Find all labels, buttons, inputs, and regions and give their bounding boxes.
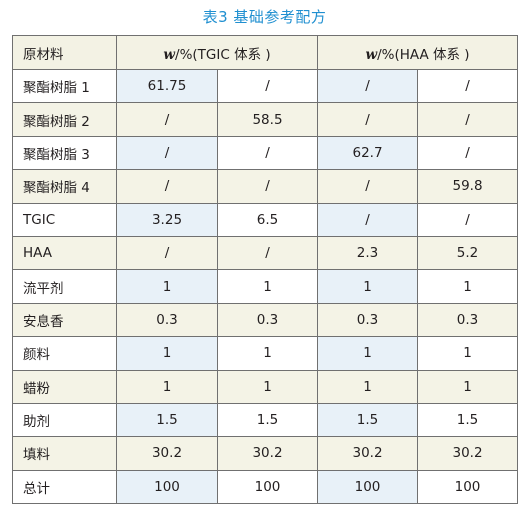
table-row: 流平剂 1 1 1 1 — [12, 269, 519, 304]
cell-tgic-2: / — [216, 169, 319, 204]
table-row: 聚酯树脂 3 / / 62.7 / — [12, 135, 519, 171]
table-row: 总计 100 100 100 100 — [12, 469, 519, 505]
row-material: 助剂 — [12, 402, 117, 438]
row-material: 聚酯树脂 4 — [12, 169, 117, 204]
cell-haa-2: 1 — [417, 336, 519, 371]
cell-haa-2: / — [417, 202, 519, 237]
cell-haa-1: 1 — [317, 269, 419, 304]
cell-haa-2: 1.5 — [417, 402, 519, 438]
row-material: 蜡粉 — [12, 369, 117, 404]
cell-haa-2: 30.2 — [417, 436, 519, 471]
header-tgic-w: w — [163, 46, 176, 63]
cell-haa-1: 1 — [317, 336, 419, 371]
cell-tgic-2: 1 — [216, 336, 319, 371]
cell-haa-1: 62.7 — [317, 135, 419, 171]
row-material: 填料 — [12, 436, 117, 471]
table-row: 填料 30.2 30.2 30.2 30.2 — [12, 436, 519, 471]
cell-haa-2: 0.3 — [417, 302, 519, 338]
cell-haa-1: 1.5 — [317, 402, 419, 438]
cell-haa-1: 30.2 — [317, 436, 419, 471]
cell-tgic-1: 3.25 — [116, 202, 218, 237]
cell-haa-2: 1 — [417, 269, 519, 304]
table-row: TGIC 3.25 6.5 / / — [12, 202, 519, 237]
header-material: 原材料 — [12, 35, 117, 70]
cell-tgic-2: 58.5 — [216, 102, 319, 137]
table-row: 颜料 1 1 1 1 — [12, 336, 519, 371]
cell-haa-1: / — [317, 169, 419, 204]
cell-tgic-2: 6.5 — [216, 202, 319, 237]
cell-tgic-2: / — [216, 68, 319, 104]
table-row: 聚酯树脂 2 / 58.5 / / — [12, 102, 519, 137]
cell-haa-1: / — [317, 68, 419, 104]
cell-tgic-1: / — [116, 135, 218, 171]
table-row: HAA / / 2.3 5.2 — [12, 235, 519, 271]
row-material: HAA — [12, 235, 117, 271]
row-material: 颜料 — [12, 336, 117, 371]
cell-haa-1: 0.3 — [317, 302, 419, 338]
cell-haa-1: 100 — [317, 469, 419, 505]
cell-tgic-2: / — [216, 135, 319, 171]
cell-tgic-1: 100 — [116, 469, 218, 505]
cell-tgic-2: / — [216, 235, 319, 271]
header-haa-label: /%(HAA 体系 ) — [377, 46, 470, 63]
header-tgic-label: /%(TGIC 体系 ) — [175, 46, 271, 63]
cell-haa-1: / — [317, 102, 419, 137]
cell-tgic-1: 61.75 — [116, 68, 218, 104]
cell-haa-1: 1 — [317, 369, 419, 404]
cell-tgic-1: 1.5 — [116, 402, 218, 438]
cell-tgic-2: 100 — [216, 469, 319, 505]
cell-tgic-2: 1 — [216, 269, 319, 304]
cell-tgic-1: 1 — [116, 369, 218, 404]
cell-tgic-2: 30.2 — [216, 436, 319, 471]
cell-haa-2: 59.8 — [417, 169, 519, 204]
header-tgic-system: w/%(TGIC 体系 ) — [115, 35, 319, 70]
table-row: 安息香 0.3 0.3 0.3 0.3 — [12, 302, 519, 338]
table-caption: 表3 基础参考配方 — [202, 8, 327, 26]
cell-tgic-1: / — [116, 102, 218, 137]
table-row: 聚酯树脂 1 61.75 / / / — [12, 68, 519, 104]
row-material: 安息香 — [12, 302, 117, 338]
cell-tgic-1: / — [116, 169, 218, 204]
formula-table: 原材料 w/%(TGIC 体系 ) w/%(HAA 体系 ) 聚酯树脂 1 61… — [12, 35, 519, 505]
cell-tgic-2: 1.5 — [216, 402, 319, 438]
table-row: 蜡粉 1 1 1 1 — [12, 369, 519, 404]
table-row: 聚酯树脂 4 / / / 59.8 — [12, 169, 519, 204]
row-material: 流平剂 — [12, 269, 117, 304]
header-haa-system: w/%(HAA 体系 ) — [317, 35, 519, 70]
cell-tgic-1: 30.2 — [116, 436, 218, 471]
header-haa-w: w — [365, 46, 378, 63]
cell-haa-1: 2.3 — [317, 235, 419, 271]
row-material: 聚酯树脂 2 — [12, 102, 117, 137]
cell-tgic-1: 1 — [116, 269, 218, 304]
row-material: 聚酯树脂 1 — [12, 68, 117, 104]
cell-tgic-2: 1 — [216, 369, 319, 404]
table-row: 助剂 1.5 1.5 1.5 1.5 — [12, 402, 519, 438]
table-header-row: 原材料 w/%(TGIC 体系 ) w/%(HAA 体系 ) — [12, 35, 519, 70]
cell-haa-2: / — [417, 135, 519, 171]
cell-haa-2: 100 — [417, 469, 519, 505]
cell-tgic-2: 0.3 — [216, 302, 319, 338]
cell-haa-2: / — [417, 102, 519, 137]
cell-haa-2: 5.2 — [417, 235, 519, 271]
row-material: 聚酯树脂 3 — [12, 135, 117, 171]
row-material: TGIC — [12, 202, 117, 237]
cell-tgic-1: 0.3 — [116, 302, 218, 338]
cell-tgic-1: / — [116, 235, 218, 271]
row-material: 总计 — [12, 469, 117, 505]
cell-haa-2: 1 — [417, 369, 519, 404]
cell-haa-1: / — [317, 202, 419, 237]
cell-tgic-1: 1 — [116, 336, 218, 371]
cell-haa-2: / — [417, 68, 519, 104]
